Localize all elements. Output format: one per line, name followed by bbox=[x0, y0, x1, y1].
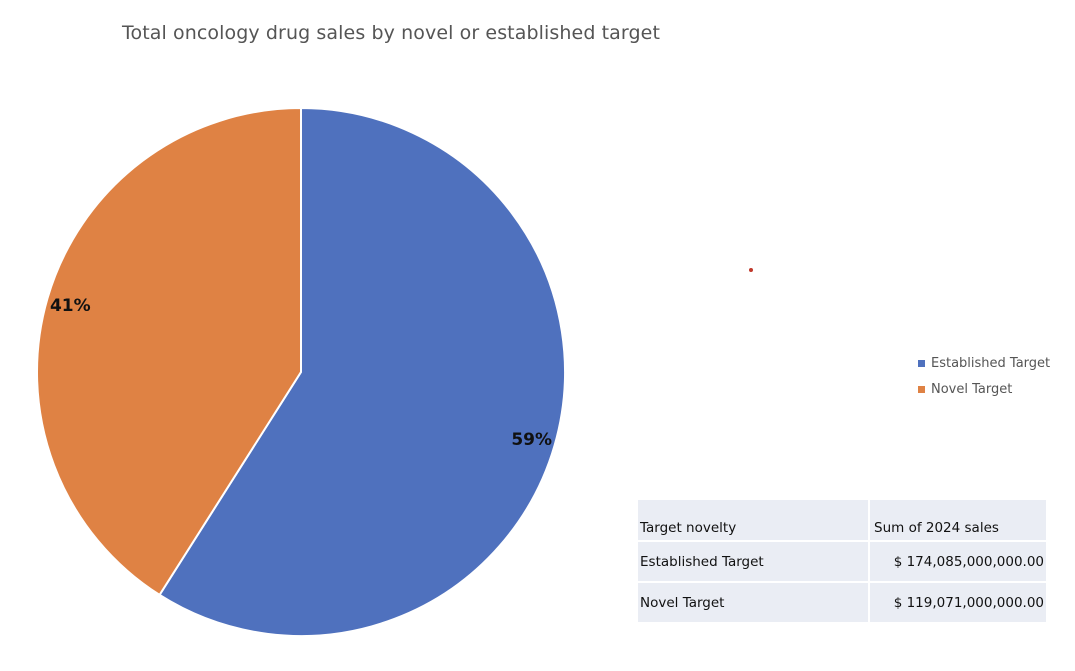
legend: Established Target Novel Target bbox=[918, 350, 1050, 402]
header-sum-2024-sales: Sum of 2024 sales bbox=[868, 500, 1046, 540]
data-label-novel: 41% bbox=[50, 296, 91, 316]
stray-dot bbox=[749, 268, 753, 272]
data-label-established: 59% bbox=[511, 430, 552, 450]
legend-label-novel: Novel Target bbox=[931, 381, 1013, 397]
row-novel-label: Novel Target bbox=[640, 594, 725, 611]
row-novel-value: $ 119,071,000,000.00 bbox=[868, 583, 1046, 622]
sales-table: Target novelty Sum of 2024 sales Establi… bbox=[638, 500, 1046, 624]
table-row: Novel Target $ 119,071,000,000.00 bbox=[638, 583, 1046, 624]
chart-title: Total oncology drug sales by novel or es… bbox=[122, 22, 660, 44]
pie-chart: 59% 41% bbox=[36, 106, 566, 637]
slice-novel bbox=[36, 106, 302, 597]
slice-established bbox=[158, 106, 566, 637]
legend-item-novel: Novel Target bbox=[918, 376, 1050, 402]
legend-swatch-novel bbox=[918, 385, 925, 393]
header-target-novelty: Target novelty bbox=[640, 520, 737, 536]
legend-swatch-established bbox=[918, 359, 925, 367]
legend-item-established: Established Target bbox=[918, 350, 1050, 376]
row-established-value: $ 174,085,000,000.00 bbox=[868, 542, 1046, 581]
table-row: Established Target $ 174,085,000,000.00 bbox=[638, 542, 1046, 583]
table-header-row: Target novelty Sum of 2024 sales bbox=[638, 500, 1046, 542]
legend-label-established: Established Target bbox=[931, 355, 1051, 371]
row-established-label: Established Target bbox=[640, 553, 764, 570]
